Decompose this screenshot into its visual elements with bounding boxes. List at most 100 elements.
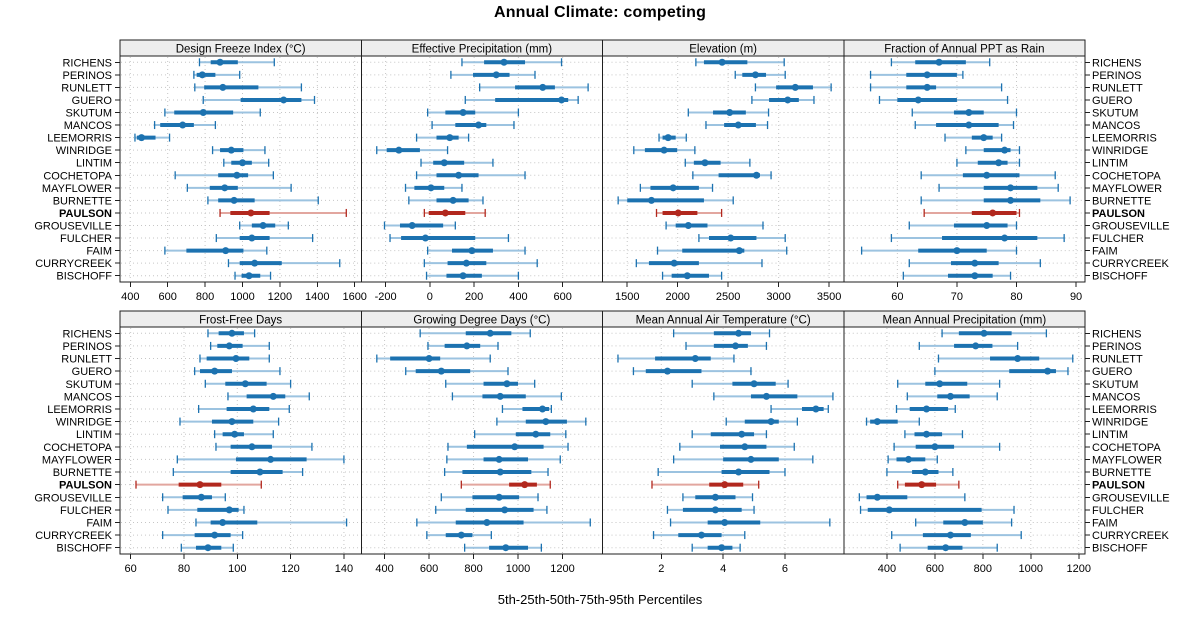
panel-strip-title: Mean Annual Precipitation (mm) bbox=[883, 315, 1047, 327]
median-dot bbox=[660, 146, 668, 154]
median-dot bbox=[228, 418, 236, 426]
median-dot bbox=[971, 272, 979, 280]
median-dot bbox=[684, 222, 692, 229]
median-dot bbox=[762, 392, 770, 400]
median-dot bbox=[922, 430, 930, 438]
median-dot bbox=[496, 392, 504, 400]
station-label-left: MAYFLOWER bbox=[42, 183, 112, 195]
median-dot bbox=[980, 134, 988, 142]
station-label-left: WINRIDGE bbox=[56, 417, 112, 429]
median-dot bbox=[502, 544, 510, 552]
x-axis-tick-label: 6 bbox=[782, 563, 788, 575]
station-label-left: LEEMORRIS bbox=[47, 133, 112, 145]
panel-area bbox=[602, 56, 844, 282]
station-label-left: FAIM bbox=[86, 246, 112, 258]
median-dot bbox=[486, 329, 494, 337]
station-label-left: CURRYCREEK bbox=[35, 530, 112, 542]
station-label-right: GUERO bbox=[1092, 95, 1133, 107]
median-dot bbox=[735, 247, 743, 255]
median-dot bbox=[222, 247, 230, 255]
station-label-left: FULCHER bbox=[60, 233, 112, 245]
median-dot bbox=[972, 342, 980, 350]
median-dot bbox=[1007, 196, 1015, 204]
panel-strip-title: Mean Annual Air Temperature (°C) bbox=[636, 315, 811, 327]
station-label-left: WINRIDGE bbox=[56, 145, 112, 157]
median-dot bbox=[449, 196, 457, 204]
x-axis-tick-label: 1000 bbox=[506, 563, 530, 575]
median-dot bbox=[221, 184, 229, 192]
station-label-left: PAULSON bbox=[59, 480, 112, 492]
median-dot bbox=[731, 342, 739, 350]
median-dot bbox=[711, 493, 719, 501]
panel-strip-title: Frost-Free Days bbox=[199, 315, 282, 327]
median-dot bbox=[463, 342, 471, 350]
median-dot bbox=[983, 171, 991, 179]
station-label-left: MAYFLOWER bbox=[42, 454, 112, 466]
x-axis-tick-label: 800 bbox=[464, 563, 482, 575]
median-dot bbox=[721, 518, 729, 526]
median-dot bbox=[718, 544, 726, 552]
median-dot bbox=[812, 405, 820, 413]
median-dot bbox=[683, 272, 691, 280]
x-axis-tick-label: 200 bbox=[465, 291, 483, 303]
station-label-left: MANCOS bbox=[64, 120, 112, 132]
x-axis-tick-label: 2000 bbox=[665, 291, 689, 303]
median-dot bbox=[663, 367, 671, 375]
x-axis-tick-label: 400 bbox=[375, 563, 393, 575]
median-dot bbox=[511, 443, 519, 451]
median-dot bbox=[701, 159, 709, 167]
x-axis-tick-label: 400 bbox=[509, 291, 527, 303]
x-axis-tick-label: 1000 bbox=[1019, 563, 1043, 575]
median-dot bbox=[225, 506, 233, 514]
x-axis-tick-label: 600 bbox=[159, 291, 177, 303]
x-axis-tick-label: -200 bbox=[375, 291, 397, 303]
median-dot bbox=[245, 272, 253, 280]
median-dot bbox=[873, 493, 881, 501]
median-dot bbox=[961, 518, 969, 526]
station-label-right: PERINOS bbox=[1092, 341, 1142, 353]
median-dot bbox=[697, 531, 705, 539]
station-label-left: RUNLETT bbox=[61, 354, 112, 366]
median-dot bbox=[1001, 234, 1009, 242]
station-label-right: FULCHER bbox=[1092, 233, 1144, 245]
median-dot bbox=[216, 58, 224, 66]
median-dot bbox=[211, 367, 219, 375]
station-label-right: BISCHOFF bbox=[1092, 543, 1148, 555]
station-label-left: COCHETOPA bbox=[43, 442, 112, 454]
station-label-right: COCHETOPA bbox=[1092, 170, 1161, 182]
station-label-right: SKUTUM bbox=[1092, 108, 1138, 120]
median-dot bbox=[647, 196, 655, 204]
median-dot bbox=[936, 380, 944, 388]
station-label-left: RICHENS bbox=[62, 328, 112, 340]
median-dot bbox=[747, 455, 755, 463]
median-dot bbox=[691, 355, 699, 363]
median-dot bbox=[408, 222, 416, 229]
median-dot bbox=[427, 184, 435, 192]
station-label-right: LEEMORRIS bbox=[1092, 133, 1157, 145]
median-dot bbox=[946, 392, 954, 400]
x-axis-tick-label: 3500 bbox=[817, 291, 841, 303]
median-dot bbox=[935, 58, 943, 66]
median-dot bbox=[918, 481, 926, 489]
median-dot bbox=[885, 506, 893, 514]
station-label-right: COCHETOPA bbox=[1092, 442, 1161, 454]
median-dot bbox=[750, 380, 758, 388]
median-dot bbox=[971, 259, 979, 267]
median-dot bbox=[211, 531, 219, 539]
median-dot bbox=[980, 329, 988, 337]
station-label-left: BISCHOFF bbox=[56, 543, 112, 555]
x-axis-tick-label: 60 bbox=[891, 291, 903, 303]
x-axis-tick-label: 1000 bbox=[230, 291, 254, 303]
station-label-right: GROUSEVILLE bbox=[1092, 221, 1170, 233]
panel-area bbox=[361, 327, 603, 554]
x-axis-tick-label: 600 bbox=[553, 291, 571, 303]
median-dot bbox=[873, 418, 881, 426]
station-label-right: FULCHER bbox=[1092, 505, 1144, 517]
station-label-right: SKUTUM bbox=[1092, 379, 1138, 391]
panel-strip-title: Elevation (m) bbox=[689, 44, 757, 56]
median-dot bbox=[711, 506, 719, 514]
station-label-right: FAIM bbox=[1092, 246, 1118, 258]
x-axis-tick-label: 2500 bbox=[716, 291, 740, 303]
station-label-left: BURNETTE bbox=[53, 467, 112, 479]
median-dot bbox=[248, 234, 256, 242]
